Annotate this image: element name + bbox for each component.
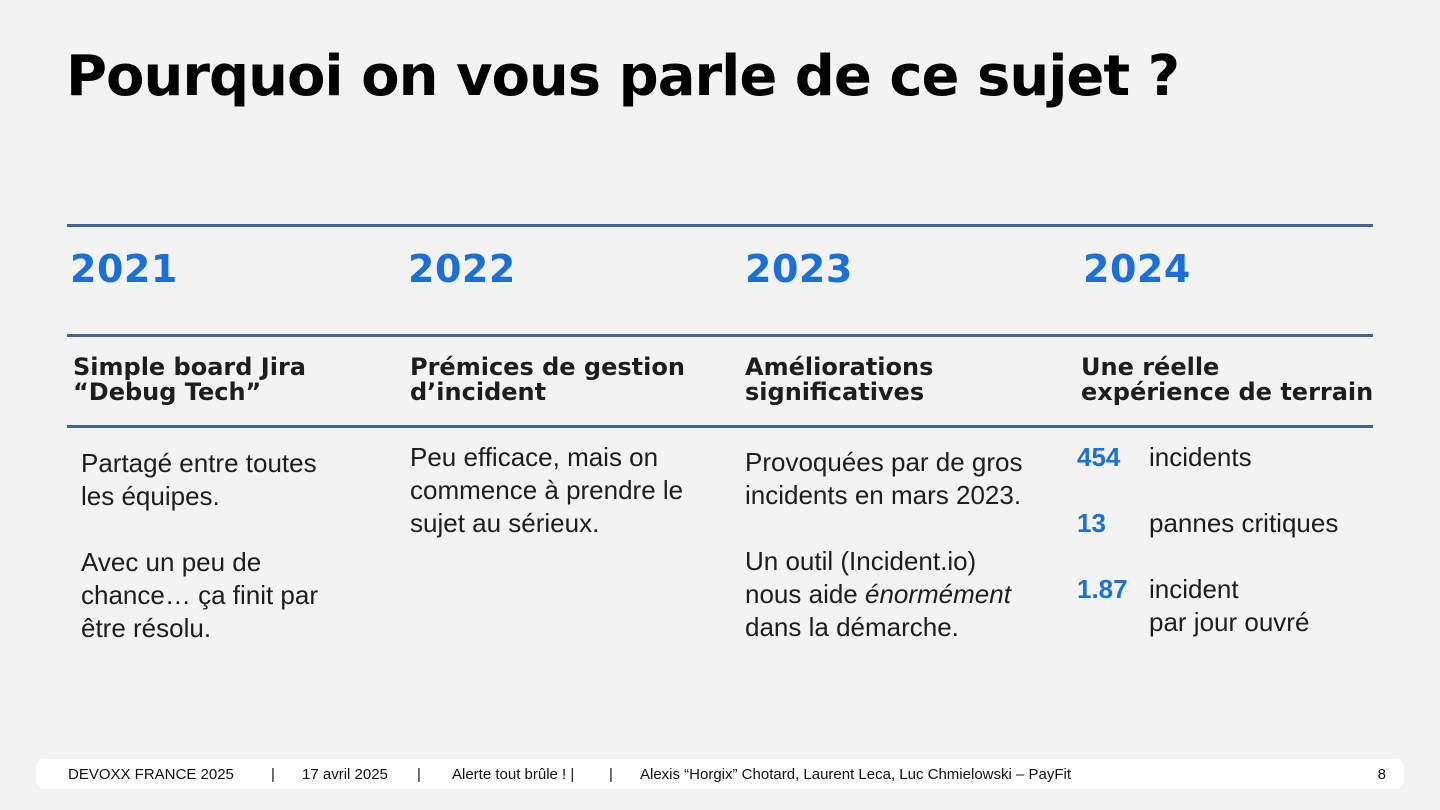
footer-date: 17 avril 2025 bbox=[302, 766, 388, 783]
footer-talk-title: Alerte tout brûle ! | bbox=[452, 766, 575, 783]
footer-separator: | bbox=[271, 766, 275, 783]
stat-label: incidents bbox=[1149, 442, 1252, 472]
body-2022: Peu efficace, mais on commence à prendre… bbox=[410, 442, 684, 538]
divider-bottom bbox=[67, 425, 1373, 428]
stat-label: incident par jour ouvré bbox=[1149, 574, 1310, 637]
paragraph: Partagé entre toutes les équipes. bbox=[81, 448, 317, 511]
body-2021: Partagé entre toutes les équipes. Avec u… bbox=[81, 447, 318, 645]
stat-label: pannes critiques bbox=[1149, 508, 1339, 538]
footer-speakers: Alexis “Horgix” Chotard, Laurent Leca, L… bbox=[640, 766, 1072, 783]
stat-value: 13 bbox=[1077, 508, 1106, 538]
year-2021: 2021 bbox=[70, 247, 178, 291]
footer-separator: | bbox=[609, 766, 613, 783]
paragraph: Un outil (Incident.io) nous aide énormém… bbox=[745, 546, 1011, 642]
emphasis: énormément bbox=[864, 579, 1011, 609]
heading-2024: Une réelle expérience de terrain bbox=[1081, 353, 1374, 406]
footer-bar: DEVOXX FRANCE 2025 | 17 avril 2025 | Ale… bbox=[36, 759, 1404, 789]
year-2022: 2022 bbox=[408, 247, 516, 291]
divider-top bbox=[67, 224, 1373, 227]
year-2023: 2023 bbox=[745, 247, 853, 291]
year-2024: 2024 bbox=[1083, 247, 1191, 291]
page-title: Pourquoi on vous parle de ce sujet ? bbox=[66, 44, 1180, 109]
page-number: 8 bbox=[1377, 766, 1386, 783]
heading-2021: Simple board Jira “Debug Tech” bbox=[73, 353, 306, 406]
body-2023: Provoquées par de gros incidents en mars… bbox=[745, 446, 1023, 644]
divider-middle bbox=[67, 334, 1373, 337]
stat-value: 1.87 bbox=[1077, 574, 1128, 604]
paragraph: Avec un peu de chance… ça finit par être… bbox=[81, 547, 319, 643]
heading-2022: Prémices de gestion d’incident bbox=[410, 353, 685, 406]
paragraph: Provoquées par de gros incidents en mars… bbox=[745, 447, 1023, 510]
footer-separator: | bbox=[417, 766, 421, 783]
heading-2023: Améliorations significatives bbox=[745, 353, 934, 406]
footer-event: DEVOXX FRANCE 2025 bbox=[68, 766, 234, 783]
stat-value: 454 bbox=[1077, 442, 1121, 472]
